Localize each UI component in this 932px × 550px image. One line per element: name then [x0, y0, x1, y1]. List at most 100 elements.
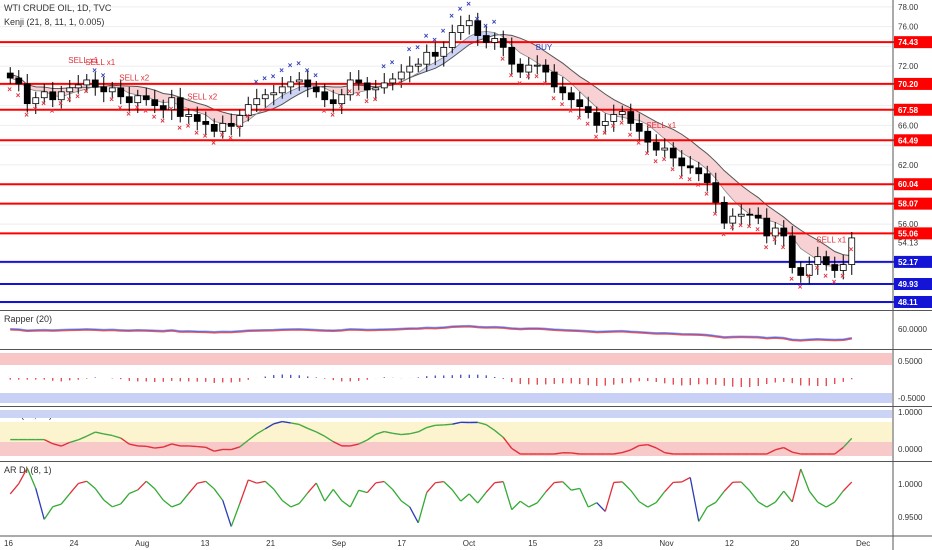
signal-x-mark: ×	[747, 222, 752, 231]
signal-x-mark: ×	[75, 92, 80, 101]
candle-body	[295, 79, 303, 83]
signal-label: SELL x1	[646, 121, 676, 130]
signal-x-mark: ×	[628, 130, 633, 139]
candle-body	[134, 95, 142, 104]
tdi-segment	[358, 439, 368, 445]
signal-x-mark: ×	[347, 87, 352, 96]
signal-x-mark: ×	[772, 235, 777, 244]
signal-label: SELL x2	[187, 92, 217, 101]
candle-body	[406, 65, 414, 73]
kenji-cloud	[10, 31, 852, 267]
candle-body	[108, 87, 116, 93]
signal-x-mark: ×	[832, 277, 837, 286]
msi-tick: 0.5000	[898, 357, 923, 366]
tdi-segment	[452, 421, 461, 425]
tdi-segment	[834, 446, 844, 455]
tdi-segment	[52, 443, 62, 447]
candle-body	[805, 264, 813, 276]
candle-body	[814, 256, 822, 265]
ardi-segment	[647, 501, 657, 508]
signal-x-mark: ×	[16, 91, 21, 100]
candle-body	[57, 91, 65, 101]
ardi-segment	[740, 481, 751, 492]
signal-x-mark: ×	[704, 190, 709, 199]
candle-body	[771, 227, 779, 237]
price-tick-label: 62.00	[898, 161, 919, 170]
tdi-segment	[86, 431, 96, 437]
ardi-segment	[230, 503, 241, 527]
level-price-label: 58.07	[898, 200, 919, 209]
signal-x-mark: ×	[296, 59, 301, 68]
signal-x-mark: ×	[305, 66, 310, 75]
candle-body	[15, 77, 23, 85]
candle-body	[389, 78, 397, 84]
ardi-segment	[112, 503, 121, 508]
ardi-segment	[706, 501, 717, 508]
level-tag	[894, 227, 932, 240]
signal-x-mark: ×	[696, 181, 701, 190]
candle-body	[397, 71, 405, 80]
tdi-segment	[443, 423, 453, 426]
ardi-segment	[545, 482, 555, 493]
candle-body	[678, 157, 686, 167]
signal-label: SELL x1	[816, 236, 846, 245]
signal-x-mark: ×	[466, 0, 471, 9]
ardi-segment	[298, 492, 309, 504]
level-price-label: 64.49	[898, 136, 919, 145]
tdi-segment	[511, 447, 521, 455]
level-tag	[894, 295, 932, 308]
tdi-segment	[247, 433, 258, 441]
time-tick-label: 16	[4, 539, 13, 548]
time-tick-label: 13	[201, 539, 210, 548]
candle-body	[100, 86, 108, 93]
tdi-segment	[792, 451, 801, 455]
signal-x-mark: ×	[262, 74, 267, 83]
candle-body	[788, 235, 796, 268]
candle-body	[270, 92, 278, 96]
candle-body	[661, 147, 669, 151]
candle-body	[338, 94, 346, 105]
tdi-segment	[120, 437, 130, 445]
ardi-segment	[248, 479, 257, 484]
time-tick-label: 17	[397, 539, 406, 548]
level-tag	[894, 197, 932, 210]
ardi-segment	[281, 500, 292, 508]
candle-body	[142, 95, 150, 101]
signal-x-mark: ×	[849, 245, 854, 254]
candle-body	[737, 213, 745, 217]
price-axis: 54.13 78.00 76.00 72.00 66.00 62.00 56.00	[898, 3, 919, 248]
candle-body	[431, 51, 439, 57]
candle-body	[312, 86, 320, 93]
signal-x-mark: ×	[755, 225, 760, 234]
ardi-segment	[290, 502, 300, 508]
ardi-segment	[621, 481, 632, 491]
ardi-segment	[86, 480, 96, 490]
tdi-segment	[485, 424, 496, 432]
x-markers: ××××××× × ×××××××× ×× ××× ×× ××× ×××× × ××× ×××× ××…	[7, 0, 854, 291]
signal-x-mark: ×	[653, 157, 658, 166]
candle-body	[117, 87, 125, 98]
level-price-label: 60.04	[898, 180, 919, 189]
ardi-segment	[103, 499, 113, 508]
ardi-tick: 0.9500	[898, 513, 923, 522]
tdi-segment	[129, 443, 138, 447]
candle-body	[754, 214, 762, 219]
time-tick-label: Nov	[659, 539, 673, 548]
price-tick-label: 76.00	[898, 23, 919, 32]
signal-x-mark: ×	[390, 58, 395, 67]
candle-body	[797, 267, 805, 276]
ardi-segment	[808, 490, 819, 503]
ardi-segment	[443, 481, 453, 491]
signal-x-mark: ×	[415, 43, 420, 52]
level-tag	[894, 77, 932, 90]
candle-body	[839, 264, 847, 271]
signal-x-mark: ×	[398, 79, 403, 88]
tdi-mid-band	[0, 422, 892, 442]
ardi-segment	[571, 487, 580, 491]
ardi-segment	[35, 488, 45, 520]
tdi-segment	[95, 431, 104, 435]
level-tag	[894, 103, 932, 116]
signal-x-mark: ×	[101, 71, 106, 80]
